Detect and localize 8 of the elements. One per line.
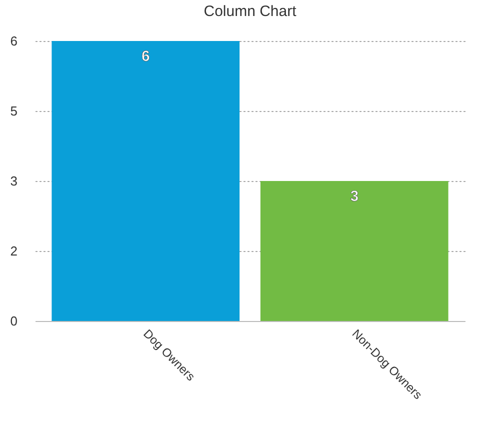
chart-title: Column Chart: [204, 3, 298, 20]
y-tick-label: 2: [10, 244, 18, 258]
y-tick-label: 5: [10, 104, 18, 118]
data-label: 6: [141, 48, 150, 65]
y-tick-label: 3: [10, 174, 18, 188]
y-tick-label: 0: [10, 314, 18, 328]
y-tick-label: 6: [10, 34, 18, 48]
data-label: 3: [350, 188, 359, 205]
